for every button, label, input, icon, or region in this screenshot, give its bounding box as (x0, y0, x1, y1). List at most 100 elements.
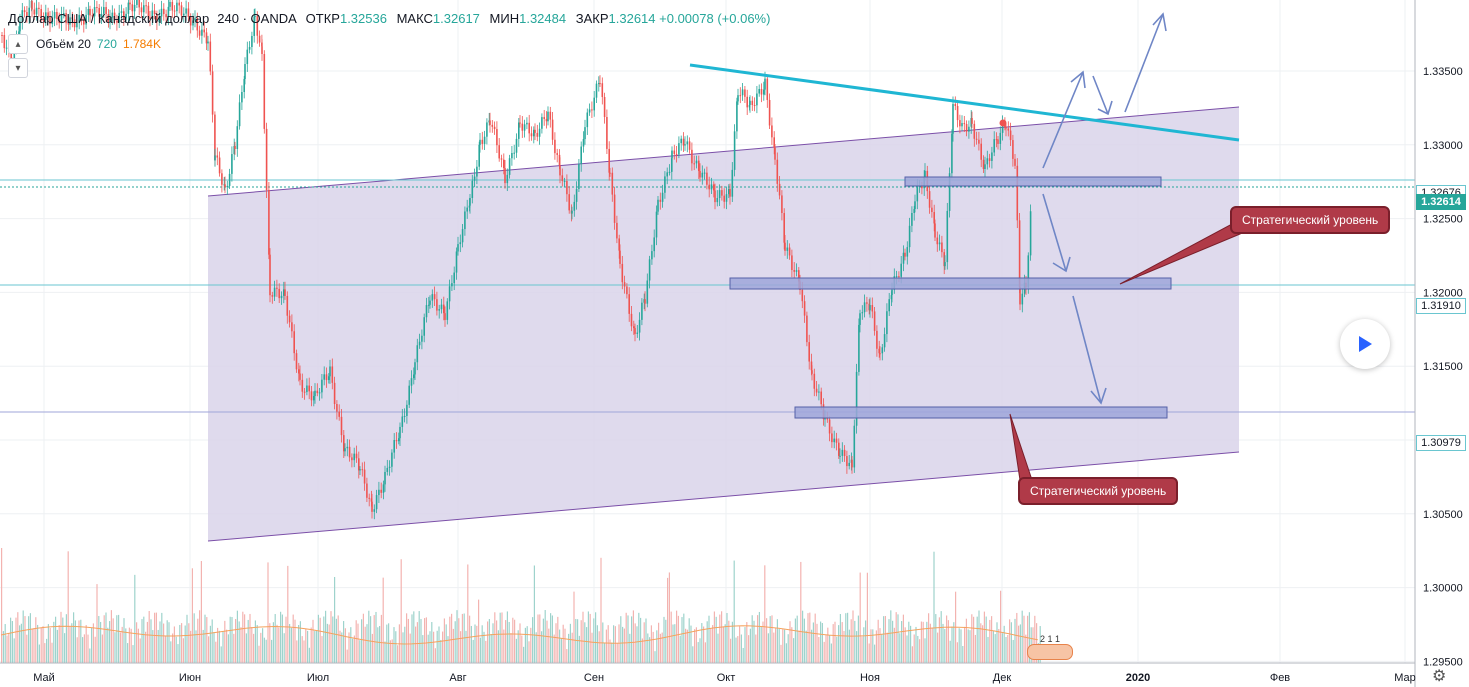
volume-bar (573, 591, 575, 663)
level-box-middle[interactable] (729, 277, 1172, 290)
symbol-name[interactable]: Доллар США / Канадский доллар (8, 11, 210, 26)
candle-body (784, 242, 786, 251)
volume-bar (672, 624, 674, 663)
volume-bar (402, 632, 404, 663)
volume-bar (292, 614, 294, 663)
volume-bar (442, 631, 444, 663)
callout-text: Стратегический уровень (1030, 484, 1167, 498)
volume-bar (681, 617, 683, 663)
volume-bar (220, 646, 222, 663)
volume-bar (866, 572, 868, 663)
volume-label[interactable]: Объём 20 (36, 37, 91, 51)
candle-body (318, 392, 321, 394)
candle-body (233, 145, 235, 155)
candle-body (879, 353, 881, 355)
volume-bar (1012, 639, 1014, 663)
ascending-channel[interactable] (208, 107, 1239, 541)
volume-bar (856, 631, 858, 663)
replay-button[interactable] (1340, 319, 1390, 369)
candle-body (221, 173, 223, 185)
candle-body (566, 181, 568, 195)
candle-body (224, 184, 226, 188)
candle-body (530, 133, 533, 137)
volume-bar (532, 617, 534, 663)
volume-bar (112, 618, 114, 663)
candle-body (440, 304, 443, 310)
candle-body (246, 49, 249, 65)
volume-bar (859, 572, 861, 663)
channel-lower-line[interactable] (207, 451, 1240, 542)
collapse-legend-button[interactable]: ▴ (8, 34, 28, 54)
volume-bar (103, 615, 105, 663)
candle-body (399, 426, 401, 439)
level-box-upper[interactable] (904, 176, 1162, 187)
forecast-arrows[interactable] (1042, 12, 1167, 405)
candle-body (721, 190, 723, 196)
gear-icon[interactable]: ⚙ (1432, 668, 1447, 685)
volume-bar (1028, 612, 1030, 663)
volume-bar (694, 629, 696, 663)
callout-strategic-level-2[interactable]: Стратегический уровень (1018, 477, 1179, 505)
volume-bar (857, 615, 859, 663)
candle-body (443, 304, 445, 314)
price-axis[interactable]: 1.335001.330001.325001.320001.315001.310… (1414, 0, 1463, 687)
candle-body (58, 18, 60, 24)
volume-bar (607, 625, 609, 663)
candle-body (916, 187, 919, 202)
descending-trendline[interactable] (689, 63, 1240, 142)
candle-body (956, 105, 959, 121)
volume-bar (184, 625, 186, 663)
volume-bar (740, 634, 742, 663)
event-marker[interactable] (1027, 644, 1073, 660)
volume-bar (566, 649, 568, 663)
volume-bar (6, 635, 8, 663)
volume-bar (492, 623, 494, 663)
candle-body (918, 185, 921, 188)
volume-bar (341, 632, 343, 663)
volume-bar (751, 615, 753, 663)
candle-body (1029, 211, 1032, 256)
candle-body (498, 145, 500, 159)
candle-body (478, 144, 480, 167)
volume-bar (47, 624, 49, 663)
candle-body (423, 317, 425, 336)
level-box-lower[interactable] (794, 406, 1168, 419)
candle-body (91, 15, 94, 17)
close-label: ЗАКР (575, 11, 609, 26)
chevron-up-icon: ▴ (15, 38, 21, 50)
candle-body (924, 170, 926, 178)
volume-bar (1036, 623, 1038, 663)
candle-body (698, 160, 700, 172)
volume-bar (625, 612, 627, 663)
volume-bar (787, 634, 789, 663)
high-label: МАКС (396, 11, 433, 26)
volume-bar (731, 621, 733, 663)
candle-body (198, 30, 201, 36)
candle-body (801, 289, 804, 302)
volume-bar (305, 628, 307, 663)
time-axis[interactable]: Май Июн Июл Авг Сен Окт Ноя Дек 2020 Фев Мар (0, 662, 1416, 684)
volume-bar (910, 625, 912, 663)
candle-body (952, 104, 954, 134)
volume-bar (134, 574, 136, 663)
candle-body (123, 11, 125, 19)
volume-bar (739, 626, 741, 663)
volume-bar (542, 618, 544, 663)
callout-strategic-level-1[interactable]: Стратегический уровень (1230, 206, 1391, 234)
volume-bar (350, 627, 352, 663)
volume-bar (514, 619, 516, 663)
volume-bar (96, 584, 98, 663)
candle-body (725, 194, 728, 202)
volume-bar (551, 615, 553, 663)
volume-bar (467, 564, 469, 663)
volume-bar (71, 623, 73, 663)
volume-bar (753, 620, 755, 663)
volume-bar (269, 623, 271, 663)
volume-bar (217, 627, 219, 663)
candle-body (888, 299, 890, 312)
candle-body (914, 201, 916, 209)
channel-upper-line[interactable] (207, 106, 1240, 197)
collapse-indicators-button[interactable]: ▾ (8, 58, 28, 78)
candle-body (973, 123, 976, 139)
